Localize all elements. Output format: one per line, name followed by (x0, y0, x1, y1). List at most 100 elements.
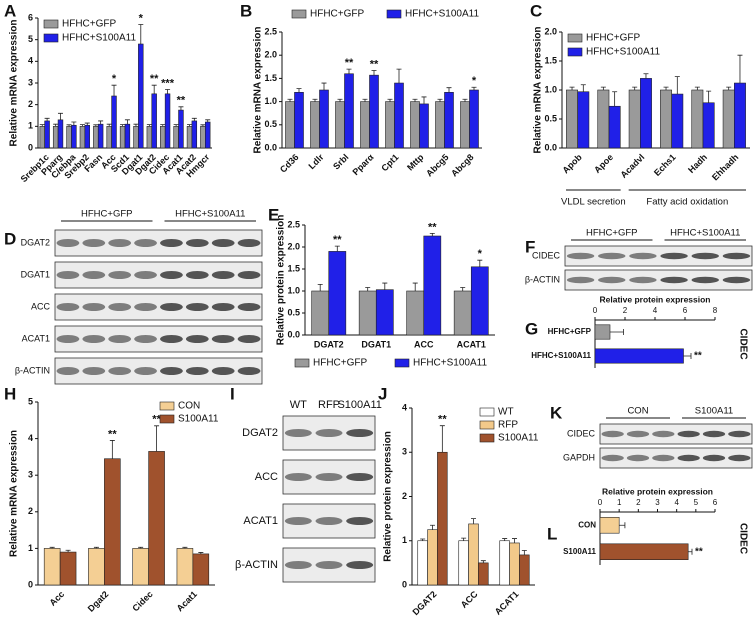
blot-row-label: β-ACTIN (235, 559, 278, 571)
blot-band (211, 335, 235, 343)
y-tick-label: 1.0 (287, 285, 300, 295)
blot-band (56, 335, 80, 343)
error-bar (178, 106, 184, 111)
y-tick-label: 5 (28, 34, 33, 44)
y-tick-label: CON (578, 520, 596, 529)
blot-band (185, 271, 209, 279)
bar (597, 89, 610, 149)
blot-band (211, 367, 235, 375)
significance: ** (438, 414, 447, 426)
legend-swatch (567, 33, 583, 43)
blot-box (599, 447, 753, 469)
legend-swatch (479, 407, 495, 417)
error-bar (580, 84, 586, 92)
blot-band (237, 239, 261, 247)
error-bar (437, 98, 443, 102)
y-tick-label: 2.5 (264, 26, 277, 36)
legend-label: S100A11 (178, 414, 219, 425)
bar (106, 126, 112, 149)
significance: ** (333, 234, 342, 246)
bar (594, 348, 684, 364)
blot-band (185, 239, 209, 247)
bar (173, 126, 179, 149)
blot-band (108, 303, 132, 311)
error-bar (371, 70, 377, 76)
blot-band (108, 239, 132, 247)
blot-band (284, 561, 312, 569)
bar (328, 251, 347, 336)
panel-label: D (4, 229, 16, 248)
error-bar (66, 124, 72, 127)
significance: ** (370, 58, 379, 70)
error-bar (93, 546, 99, 549)
blot-band (702, 454, 726, 462)
bar (294, 92, 304, 149)
bar (84, 124, 90, 149)
bar (577, 91, 590, 149)
significance: * (478, 248, 483, 260)
bar (594, 324, 611, 340)
bar (285, 101, 295, 149)
error-bar (430, 524, 435, 530)
legend-swatch (43, 33, 59, 43)
legend-label: S100A11 (498, 433, 539, 444)
error-bar (57, 112, 63, 120)
error-bar (39, 124, 45, 127)
y-tick-label: 2.0 (544, 26, 557, 36)
blot-row-label: β-ACTIN (15, 365, 50, 375)
bar (335, 101, 345, 149)
blot-band (237, 303, 261, 311)
y-tick-label: 0.5 (264, 119, 277, 129)
bar (566, 89, 578, 149)
bar (469, 89, 479, 149)
significance: ** (177, 95, 186, 107)
blot-band (346, 517, 374, 525)
x-tick-label: 3 (655, 498, 660, 507)
error-bar (471, 518, 476, 524)
bar (419, 103, 429, 149)
x-tick-label: Cidec (130, 589, 154, 613)
error-bar (694, 86, 700, 90)
y-tick-label: 3 (28, 77, 33, 87)
error-bar (79, 124, 85, 127)
error-bar (154, 425, 160, 452)
bar (192, 553, 210, 586)
x-tick-label: Apob (560, 152, 584, 176)
bar (460, 101, 470, 149)
x-tick-label: DGAT2 (314, 339, 344, 349)
blot-band (82, 271, 106, 279)
x-tick-label: ACC (459, 589, 480, 610)
error-bar (461, 537, 467, 541)
legend-swatch (479, 420, 495, 430)
legend-label: WT (498, 407, 514, 418)
bar (57, 119, 64, 149)
y-tick-label: 2.0 (264, 50, 277, 60)
y-tick-label: 1.5 (544, 55, 557, 65)
y-tick-label: 0.0 (287, 329, 300, 339)
y-tick-label: 1 (28, 543, 33, 553)
y-tick-label: 2 (402, 491, 407, 501)
bar (385, 101, 395, 149)
legend-swatch (43, 19, 59, 29)
y-axis-label: Relative mRNA expression (9, 20, 20, 147)
blot-band (346, 429, 374, 437)
blot-band (82, 303, 106, 311)
legend-swatch (294, 358, 310, 368)
blot-band (185, 303, 209, 311)
x-tick-label: 6 (713, 498, 718, 507)
significance: * (112, 73, 117, 85)
error-bar (610, 329, 624, 335)
y-tick-label: HFHC+S100A11 (531, 351, 591, 360)
significance: ** (695, 546, 703, 557)
error-bar (643, 73, 649, 79)
blot-band (691, 276, 719, 284)
x-tick-label: ACAT1 (493, 589, 521, 617)
bar (310, 101, 320, 149)
x-tick-label: Acadvl (618, 152, 646, 180)
bar (178, 109, 184, 149)
bar (176, 548, 194, 586)
significance: * (139, 12, 144, 24)
legend-swatch (394, 358, 410, 368)
bar (394, 82, 404, 149)
bar (437, 451, 448, 586)
